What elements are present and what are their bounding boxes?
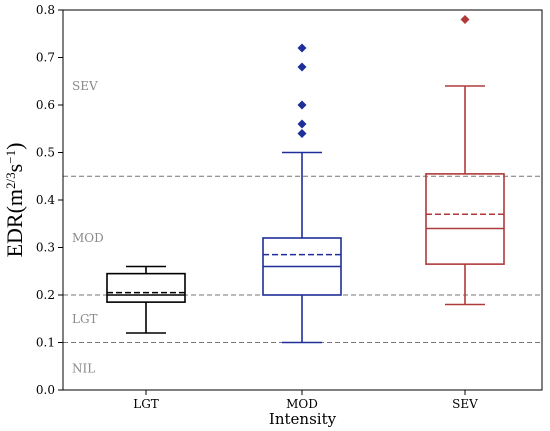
band-label-mod: MOD bbox=[72, 231, 104, 245]
boxes bbox=[106, 15, 505, 344]
x-tick-label-lgt: LGT bbox=[133, 397, 159, 411]
iqr-box bbox=[425, 173, 505, 265]
x-axis-label: Intensity bbox=[269, 410, 337, 428]
y-tick-label: 0.1 bbox=[36, 336, 55, 350]
band-label-lgt: LGT bbox=[72, 312, 98, 326]
outlier-point bbox=[297, 100, 307, 110]
band-label-sev: SEV bbox=[72, 79, 98, 93]
box-lgt bbox=[106, 265, 186, 334]
y-label-base: EDR(m bbox=[2, 189, 27, 257]
y-axis-label: EDR(m2/3s−1) bbox=[2, 143, 27, 258]
y-tick-label: 0.3 bbox=[36, 241, 55, 255]
outlier-point bbox=[297, 43, 307, 53]
y-label-sup2: −1 bbox=[3, 150, 18, 164]
y-tick-label: 0.8 bbox=[36, 3, 55, 17]
x-tick-label-sev: SEV bbox=[452, 397, 478, 411]
x-tick-label-mod: MOD bbox=[286, 397, 318, 411]
iqr-box bbox=[106, 272, 186, 303]
outlier-point bbox=[460, 15, 470, 24]
y-tick-label: 0.4 bbox=[36, 193, 55, 207]
y-tick-label: 0.0 bbox=[36, 383, 55, 397]
x-axis-ticks: LGT MOD SEV bbox=[133, 390, 478, 411]
band-label-nil: NIL bbox=[72, 362, 95, 376]
y-tick-label: 0.5 bbox=[36, 146, 55, 160]
y-tick-label: 0.2 bbox=[36, 288, 55, 302]
y-tick-label: 0.6 bbox=[36, 98, 55, 112]
y-axis-ticks: 0.0 0.1 0.2 0.3 0.4 0.5 0.6 0.7 0.8 bbox=[36, 3, 63, 397]
y-tick-label: 0.7 bbox=[36, 51, 55, 65]
box-mod bbox=[262, 43, 342, 344]
outlier-point bbox=[297, 62, 307, 72]
outlier-point bbox=[297, 119, 307, 129]
y-label-mid: s bbox=[2, 164, 27, 173]
outlier-point bbox=[297, 129, 307, 138]
intensity-band-labels: SEV MOD LGT NIL bbox=[72, 79, 104, 376]
box-sev bbox=[425, 15, 505, 306]
y-label-end: ) bbox=[2, 143, 27, 150]
y-label-sup1: 2/3 bbox=[3, 172, 18, 189]
